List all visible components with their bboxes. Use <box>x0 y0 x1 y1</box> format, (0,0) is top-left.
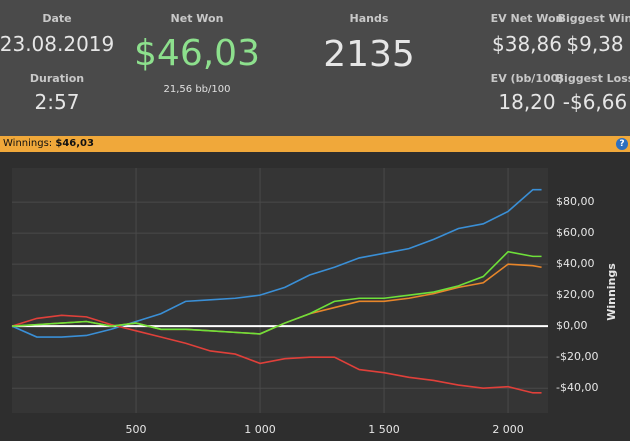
label: Net Won <box>170 12 224 25</box>
winnings-bar: Winnings: $46,03 ? <box>0 136 630 152</box>
label: Biggest Win <box>557 12 630 25</box>
y-tick-label: -$40,00 <box>556 381 598 394</box>
chart: Winnings 500 1 000 1 500 2 000 -$40,00 -$20,0… <box>11 168 618 436</box>
label: Date <box>42 12 72 25</box>
series-line <box>11 314 542 394</box>
y-tick-label: $40,00 <box>556 257 595 270</box>
x-tick-label: 1 500 <box>368 423 400 436</box>
y-tick-label: -$20,00 <box>556 350 598 363</box>
help-button[interactable]: ? <box>616 138 628 150</box>
label: EV Net Won <box>490 12 564 25</box>
label: Hands <box>349 12 389 25</box>
label: EV (bb/100) <box>490 72 564 85</box>
value: 2:57 <box>34 90 80 114</box>
value: $38,86 <box>492 32 562 56</box>
y-axis-title: Winnings <box>605 263 618 321</box>
hands: 2135 <box>323 34 415 75</box>
y-tick-label: $80,00 <box>556 195 595 208</box>
value: -$6,66 <box>562 90 628 114</box>
value: 23.08.2019 <box>0 32 115 56</box>
y-tick-label: $60,00 <box>556 226 595 239</box>
sub-value: 21,56 bb/100 <box>163 84 231 95</box>
x-tick-label: 2 000 <box>492 423 524 436</box>
x-tick-label: 1 000 <box>244 423 276 436</box>
value: 18,20 <box>498 90 556 114</box>
bar-label: Winnings: <box>3 138 53 149</box>
y-tick-label: $0,00 <box>556 319 588 332</box>
stats-panel: Date 23.08.2019 Duration 2:57 Net Won $4… <box>0 0 630 136</box>
label: Biggest Loss <box>555 72 630 85</box>
series-line <box>11 250 542 335</box>
bar-value: $46,03 <box>55 138 94 149</box>
label: Duration <box>29 72 85 85</box>
x-tick-label: 500 <box>126 423 147 436</box>
value: $9,38 <box>566 32 624 56</box>
plot-area <box>12 168 548 413</box>
y-tick-label: $20,00 <box>556 288 595 301</box>
series-line <box>11 188 542 338</box>
net-won: $46,03 <box>134 33 260 74</box>
